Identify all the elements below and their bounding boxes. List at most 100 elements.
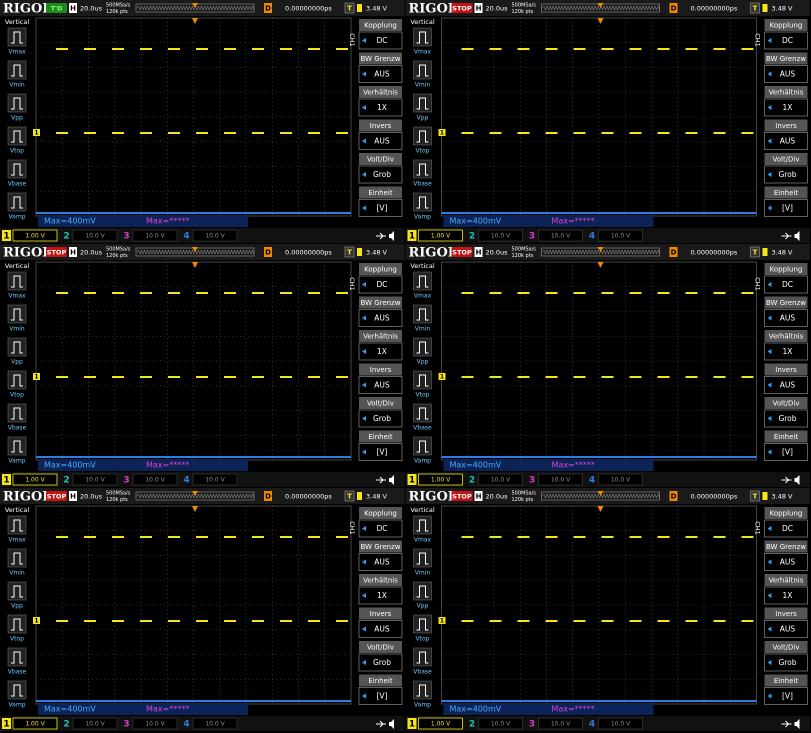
- menu-value-box[interactable]: [358, 553, 403, 571]
- channel-scale-box[interactable]: [418, 473, 463, 486]
- measure-icon[interactable]: [413, 515, 432, 535]
- menu-header[interactable]: [359, 574, 402, 586]
- measure-icon[interactable]: [7, 515, 27, 535]
- measure-icon[interactable]: [413, 27, 432, 47]
- menu-header[interactable]: [764, 607, 808, 620]
- channel-number-box[interactable]: [587, 718, 597, 729]
- measure-icon[interactable]: [413, 126, 432, 146]
- menu-value-box[interactable]: [358, 409, 403, 428]
- channel-number-box[interactable]: [62, 474, 71, 485]
- channel-scale-box[interactable]: [598, 473, 643, 486]
- channel-number-box[interactable]: [587, 474, 597, 485]
- measure-icon[interactable]: [7, 159, 27, 179]
- menu-header[interactable]: [359, 674, 402, 687]
- measure-icon[interactable]: [413, 370, 432, 390]
- menu-value-box[interactable]: [764, 443, 808, 461]
- menu-value-box[interactable]: [358, 31, 403, 50]
- channel-number-box[interactable]: [527, 230, 537, 241]
- measure-icon[interactable]: [413, 192, 432, 212]
- channel-number-box[interactable]: [62, 230, 71, 241]
- channel-number-box[interactable]: [122, 718, 131, 729]
- menu-header[interactable]: [359, 153, 402, 165]
- channel-number-box[interactable]: [182, 718, 191, 729]
- channel-number-box[interactable]: [587, 230, 597, 241]
- menu-value-box[interactable]: [764, 165, 808, 184]
- menu-header[interactable]: [359, 119, 402, 132]
- measure-icon[interactable]: [413, 647, 432, 667]
- measure-icon[interactable]: [7, 680, 27, 700]
- channel-number-box[interactable]: [527, 474, 537, 485]
- menu-value-box[interactable]: [764, 653, 808, 672]
- menu-value-box[interactable]: [358, 620, 403, 638]
- measure-icon[interactable]: [413, 680, 432, 700]
- menu-header[interactable]: [764, 330, 808, 342]
- menu-value-box[interactable]: [358, 199, 403, 217]
- channel-scale-box[interactable]: [192, 717, 238, 730]
- menu-header[interactable]: [359, 540, 402, 553]
- menu-value-box[interactable]: [764, 376, 808, 394]
- menu-header[interactable]: [359, 330, 402, 342]
- measure-icon[interactable]: [413, 548, 432, 568]
- channel-scale-box[interactable]: [72, 717, 118, 730]
- measure-icon[interactable]: [7, 614, 27, 634]
- measure-icon[interactable]: [7, 436, 27, 456]
- channel-number-box[interactable]: [62, 718, 71, 729]
- measure-icon[interactable]: [7, 370, 27, 390]
- menu-value-box[interactable]: [358, 65, 403, 83]
- measure-icon[interactable]: [7, 192, 27, 212]
- menu-value-box[interactable]: [764, 31, 808, 50]
- channel-scale-box[interactable]: [72, 473, 118, 486]
- channel-scale-box[interactable]: [598, 229, 643, 242]
- menu-header[interactable]: [359, 263, 402, 275]
- menu-header[interactable]: [359, 19, 402, 31]
- menu-header[interactable]: [764, 397, 808, 409]
- channel-scale-box[interactable]: [192, 229, 238, 242]
- menu-header[interactable]: [359, 186, 402, 199]
- menu-header[interactable]: [359, 397, 402, 409]
- menu-value-box[interactable]: [358, 165, 403, 184]
- measure-icon[interactable]: [413, 159, 432, 179]
- channel-scale-box[interactable]: [132, 473, 178, 486]
- menu-header[interactable]: [359, 607, 402, 620]
- channel-number-box[interactable]: [2, 474, 11, 485]
- measure-icon[interactable]: [7, 271, 27, 291]
- menu-value-box[interactable]: [764, 132, 808, 150]
- menu-value-box[interactable]: [764, 199, 808, 217]
- channel-number-box[interactable]: [182, 474, 191, 485]
- menu-value-box[interactable]: [764, 687, 808, 705]
- menu-value-box[interactable]: [764, 409, 808, 428]
- menu-header[interactable]: [764, 363, 808, 376]
- channel-number-box[interactable]: [407, 474, 417, 485]
- menu-value-box[interactable]: [358, 376, 403, 394]
- measure-icon[interactable]: [413, 60, 432, 80]
- measure-icon[interactable]: [413, 403, 432, 423]
- menu-header[interactable]: [764, 507, 808, 519]
- menu-header[interactable]: [764, 119, 808, 132]
- menu-header[interactable]: [764, 641, 808, 653]
- channel-scale-box[interactable]: [12, 229, 58, 242]
- menu-header[interactable]: [764, 19, 808, 31]
- menu-header[interactable]: [764, 574, 808, 586]
- menu-header[interactable]: [359, 430, 402, 443]
- measure-icon[interactable]: [7, 403, 27, 423]
- channel-scale-box[interactable]: [418, 717, 463, 730]
- channel-scale-box[interactable]: [418, 229, 463, 242]
- measure-icon[interactable]: [7, 93, 27, 113]
- menu-header[interactable]: [359, 52, 402, 65]
- menu-header[interactable]: [764, 263, 808, 275]
- menu-value-box[interactable]: [358, 653, 403, 672]
- menu-header[interactable]: [764, 430, 808, 443]
- menu-header[interactable]: [359, 86, 402, 98]
- menu-header[interactable]: [764, 540, 808, 553]
- measure-icon[interactable]: [7, 304, 27, 324]
- channel-scale-box[interactable]: [478, 717, 523, 730]
- channel-number-box[interactable]: [527, 718, 537, 729]
- measure-icon[interactable]: [7, 27, 27, 47]
- menu-value-box[interactable]: [358, 342, 403, 361]
- channel-scale-box[interactable]: [132, 229, 178, 242]
- channel-scale-box[interactable]: [538, 473, 583, 486]
- measure-icon[interactable]: [413, 614, 432, 634]
- menu-header[interactable]: [764, 186, 808, 199]
- measure-icon[interactable]: [413, 304, 432, 324]
- menu-header[interactable]: [764, 674, 808, 687]
